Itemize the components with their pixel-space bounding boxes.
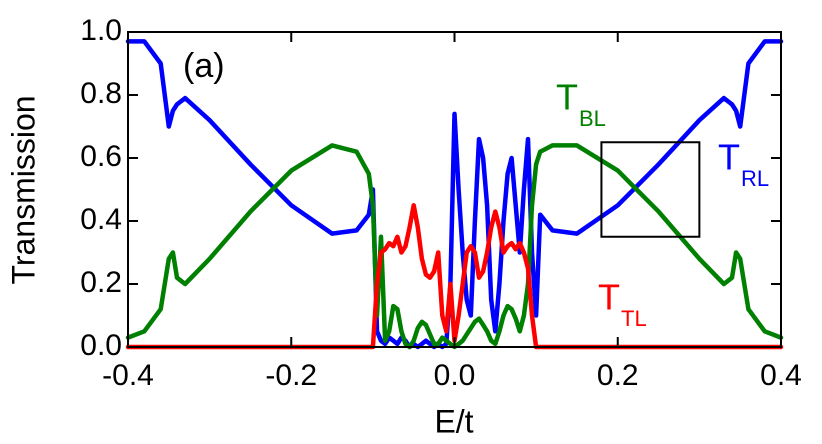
series-label: T (718, 137, 740, 178)
y-axis-label: Transmission (5, 95, 41, 284)
series-line (125, 39, 784, 350)
y-tick-label: 1.0 (80, 14, 122, 47)
series-line (125, 203, 784, 350)
series-label-subscript: BL (579, 106, 606, 131)
highlight-box (600, 141, 701, 238)
series-label-subscript: RL (741, 166, 769, 191)
y-tick-label: 0.8 (80, 77, 122, 110)
y-tick-label: 0.4 (80, 203, 122, 236)
x-axis-label: E/t (434, 403, 473, 439)
series-label: T (556, 77, 578, 118)
y-tick-label: 0.6 (80, 140, 122, 173)
x-tick-label: -0.2 (265, 359, 317, 392)
series-label-subscript: TL (621, 306, 647, 331)
x-tick-label: 0.0 (434, 359, 476, 392)
x-tick-label: -0.4 (102, 359, 154, 392)
series-label: T (598, 277, 620, 318)
y-tick-label: 0.0 (80, 329, 122, 362)
x-tick-label: 0.4 (760, 359, 802, 392)
y-tick-label: 0.2 (80, 266, 122, 299)
x-tick-label: 0.2 (597, 359, 639, 392)
panel-label: (a) (183, 47, 225, 85)
